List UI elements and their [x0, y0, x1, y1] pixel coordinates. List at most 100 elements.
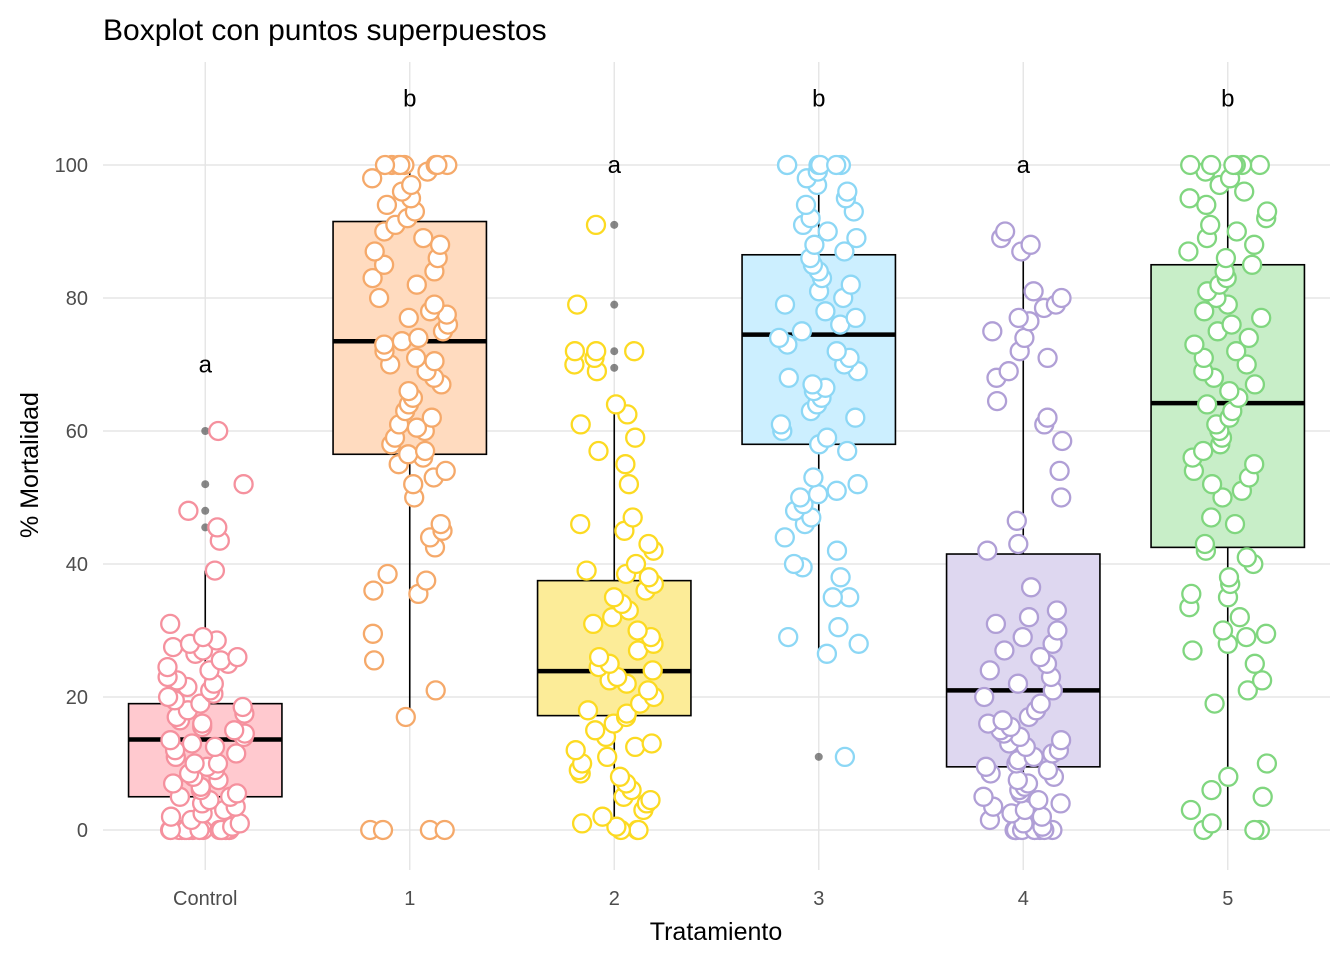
- data-point: [774, 527, 795, 548]
- data-point: [157, 686, 179, 708]
- data-point: [1252, 786, 1273, 807]
- data-point: [1212, 620, 1234, 641]
- data-point: [391, 331, 413, 352]
- data-point: [1237, 680, 1258, 701]
- data-point: [774, 294, 796, 315]
- data-point: [227, 646, 248, 668]
- y-tick-label: 60: [66, 421, 88, 443]
- data-point: [1182, 640, 1203, 661]
- data-point: [1236, 547, 1257, 568]
- data-point: [1178, 241, 1199, 262]
- data-point: [830, 567, 851, 588]
- data-point: [1223, 154, 1244, 176]
- data-point: [233, 474, 254, 495]
- data-point: [1037, 759, 1059, 781]
- data-point: [1028, 789, 1049, 811]
- data-point: [421, 407, 442, 428]
- data-point: [1215, 247, 1237, 269]
- data-point: [414, 440, 436, 462]
- data-point: [624, 341, 645, 362]
- data-point: [1256, 753, 1278, 774]
- data-point: [848, 633, 869, 654]
- data-point: [1251, 307, 1272, 329]
- data-point: [1201, 813, 1222, 834]
- data-point: [403, 474, 424, 495]
- data-point: [1224, 513, 1246, 535]
- data-point: [1201, 779, 1222, 801]
- data-point: [826, 154, 847, 176]
- data-point: [374, 154, 396, 176]
- outlier-point: [201, 523, 210, 532]
- data-point: [606, 816, 627, 837]
- data-point: [207, 517, 228, 538]
- data-point: [986, 390, 1008, 412]
- data-point: [1051, 287, 1072, 309]
- outlier-point: [201, 427, 210, 435]
- data-point: [413, 227, 434, 249]
- data-point: [1256, 201, 1278, 222]
- data-point: [817, 221, 838, 242]
- data-point: [1180, 799, 1202, 821]
- data-point: [998, 361, 1019, 382]
- data-point: [625, 553, 647, 575]
- data-point: [363, 650, 385, 671]
- data-point: [192, 713, 213, 734]
- data-point: [577, 700, 599, 721]
- data-point: [570, 414, 591, 435]
- data-point: [616, 703, 637, 724]
- data-point: [588, 440, 609, 462]
- data-point: [192, 626, 214, 648]
- data-point: [795, 194, 817, 216]
- outlier-points: [201, 220, 823, 761]
- data-point: [362, 168, 383, 189]
- data-point: [1006, 510, 1027, 531]
- data-point: [1020, 577, 1042, 598]
- data-point: [1008, 533, 1029, 555]
- data-point: [628, 819, 649, 841]
- data-point: [1037, 347, 1058, 369]
- data-point: [376, 194, 398, 216]
- data-point: [1236, 626, 1257, 648]
- data-point: [398, 444, 419, 465]
- data-point: [1037, 407, 1058, 428]
- data-point: [768, 327, 790, 349]
- data-point: [178, 500, 199, 521]
- data-point: [1052, 430, 1073, 452]
- data-point: [430, 513, 451, 535]
- data-point: [826, 540, 848, 561]
- data-point: [1049, 460, 1070, 482]
- data-point: [847, 474, 868, 495]
- data-point: [1020, 234, 1041, 255]
- data-point: [790, 487, 811, 508]
- data-point: [1014, 327, 1035, 349]
- x-tick-label: 4: [1018, 888, 1029, 910]
- data-point: [1051, 487, 1072, 508]
- chart-title: Boxplot con puntos superpuestos: [103, 14, 547, 47]
- data-point: [982, 321, 1003, 342]
- data-point: [1204, 693, 1225, 714]
- significance-letter: a: [1017, 152, 1031, 179]
- data-point: [564, 341, 586, 362]
- data-point: [777, 154, 798, 176]
- data-point: [363, 580, 384, 601]
- data-point: [638, 533, 659, 555]
- data-point: [1226, 341, 1247, 362]
- data-point: [226, 783, 248, 804]
- data-point: [605, 394, 627, 415]
- data-point: [1238, 327, 1259, 349]
- data-point: [973, 786, 994, 807]
- data-point: [567, 294, 588, 315]
- data-point: [1201, 474, 1223, 495]
- data-point: [181, 733, 203, 754]
- data-point: [405, 347, 427, 369]
- data-point: [975, 756, 997, 777]
- data-point: [160, 613, 181, 635]
- data-point: [1196, 394, 1218, 415]
- data-point: [1047, 620, 1068, 641]
- data-point: [1236, 354, 1257, 375]
- data-point: [1023, 281, 1044, 302]
- data-point: [625, 427, 646, 448]
- data-point: [778, 367, 799, 388]
- data-point: [1244, 653, 1265, 674]
